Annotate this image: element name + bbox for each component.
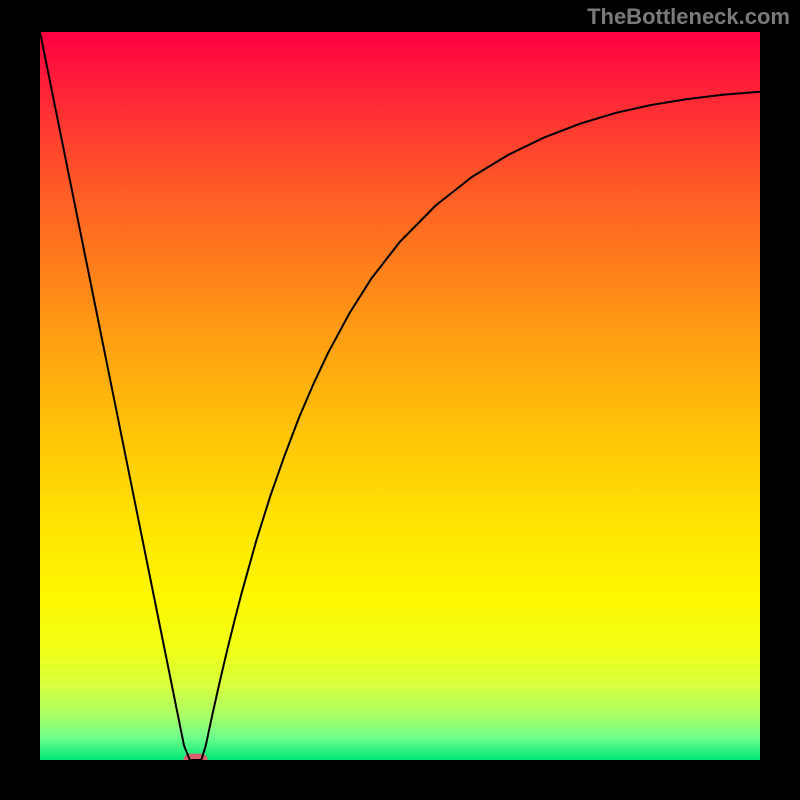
chart-container: TheBottleneck.com	[0, 0, 800, 800]
chart-plot-area	[40, 32, 760, 760]
watermark-text: TheBottleneck.com	[587, 4, 790, 30]
chart-svg	[40, 32, 760, 760]
gradient-background	[40, 32, 760, 760]
